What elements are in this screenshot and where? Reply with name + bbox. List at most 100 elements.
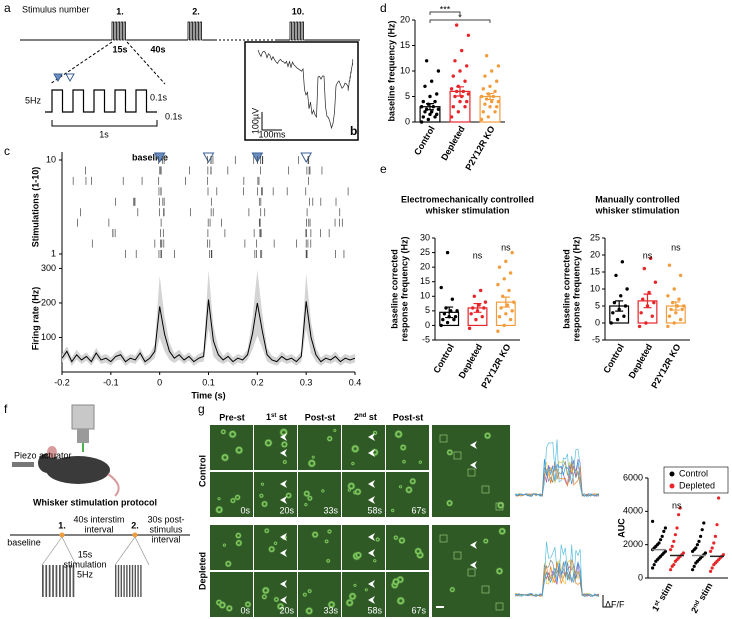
point — [452, 317, 456, 322]
point — [620, 260, 625, 264]
point — [461, 89, 466, 94]
micrograph — [254, 525, 297, 570]
y-tick-label: 1 — [51, 248, 56, 258]
trace — [514, 541, 600, 597]
grating-bar — [62, 565, 65, 597]
point — [510, 309, 514, 313]
point — [695, 543, 700, 547]
cell — [445, 499, 454, 508]
point — [659, 538, 663, 542]
panel-label: b — [350, 124, 357, 138]
grating-bar — [115, 565, 117, 597]
mouse-tail — [107, 473, 120, 497]
cell — [267, 545, 276, 554]
point — [703, 551, 708, 555]
point — [692, 564, 696, 568]
y-axis-label: AUC — [616, 518, 626, 538]
point — [489, 99, 494, 104]
point — [445, 320, 450, 325]
panel-label: f — [4, 402, 8, 416]
panel-label: a — [4, 1, 11, 15]
point — [486, 115, 491, 119]
error-bar — [643, 293, 652, 309]
point — [697, 539, 701, 543]
x-tick-label-part: stim — [696, 581, 715, 604]
grating-bar — [117, 565, 120, 597]
significance: *** — [440, 4, 451, 14]
roi — [453, 551, 462, 560]
cell — [413, 546, 423, 556]
duration: 15s — [112, 44, 127, 54]
point — [644, 321, 648, 325]
cell — [263, 438, 274, 448]
micrograph — [386, 525, 429, 570]
stim-block — [111, 21, 127, 41]
point — [467, 326, 472, 331]
trace — [514, 463, 600, 497]
column-header-sup: nd — [359, 413, 367, 419]
grating-bar — [134, 565, 136, 597]
cell — [496, 501, 505, 510]
cell — [261, 593, 268, 601]
point — [480, 314, 484, 319]
time-label: 67s — [411, 605, 426, 615]
point — [497, 314, 502, 319]
point — [508, 317, 513, 322]
x-tick-label: Depleted — [439, 124, 467, 162]
point — [495, 79, 499, 83]
point — [663, 549, 668, 553]
stim-dot — [132, 532, 138, 538]
cell — [217, 600, 227, 610]
cell — [332, 428, 337, 433]
x-tick-label: Depleted — [627, 342, 655, 380]
point — [507, 288, 511, 293]
point — [472, 294, 477, 298]
point — [678, 317, 683, 322]
point — [439, 323, 443, 328]
point — [493, 89, 497, 94]
point — [458, 69, 462, 73]
y-tick-label: 5 — [405, 91, 410, 101]
microscope — [71, 404, 95, 430]
point — [433, 99, 437, 104]
x-tick-label: P2Y12R KO — [649, 342, 682, 390]
point — [648, 256, 653, 261]
cell — [348, 591, 358, 601]
chart-title: Manually controlled — [595, 194, 680, 204]
point — [469, 312, 473, 316]
cell — [304, 606, 314, 616]
cell — [404, 485, 414, 495]
point — [474, 317, 478, 322]
cell — [354, 551, 363, 560]
micrograph — [432, 425, 510, 517]
trace — [514, 559, 600, 597]
cell — [303, 502, 309, 507]
grating-bar — [45, 565, 48, 597]
post-interval: stimulus — [149, 524, 183, 534]
point — [712, 541, 716, 545]
point — [614, 273, 618, 278]
grating-bar — [137, 565, 139, 597]
point — [667, 314, 672, 318]
arrowhead — [368, 480, 375, 488]
y-tick-label: 10 — [46, 154, 56, 164]
point — [700, 528, 704, 532]
error-bar — [486, 92, 494, 101]
time-label: 0s — [240, 505, 250, 515]
y-tick-label: 20 — [400, 14, 410, 24]
cell — [324, 538, 330, 544]
point — [497, 265, 502, 269]
stimulation: 15s — [78, 549, 93, 559]
point — [662, 529, 666, 533]
stim-number: 1. — [58, 520, 66, 530]
point — [675, 526, 679, 530]
error-bar — [456, 86, 464, 97]
point — [454, 23, 459, 27]
cell — [445, 448, 454, 457]
tri-open — [65, 73, 75, 83]
cell — [393, 429, 404, 440]
point — [678, 273, 683, 278]
y-tick-label: -5 — [422, 334, 430, 344]
arrowhead — [470, 541, 477, 549]
point — [488, 84, 492, 89]
